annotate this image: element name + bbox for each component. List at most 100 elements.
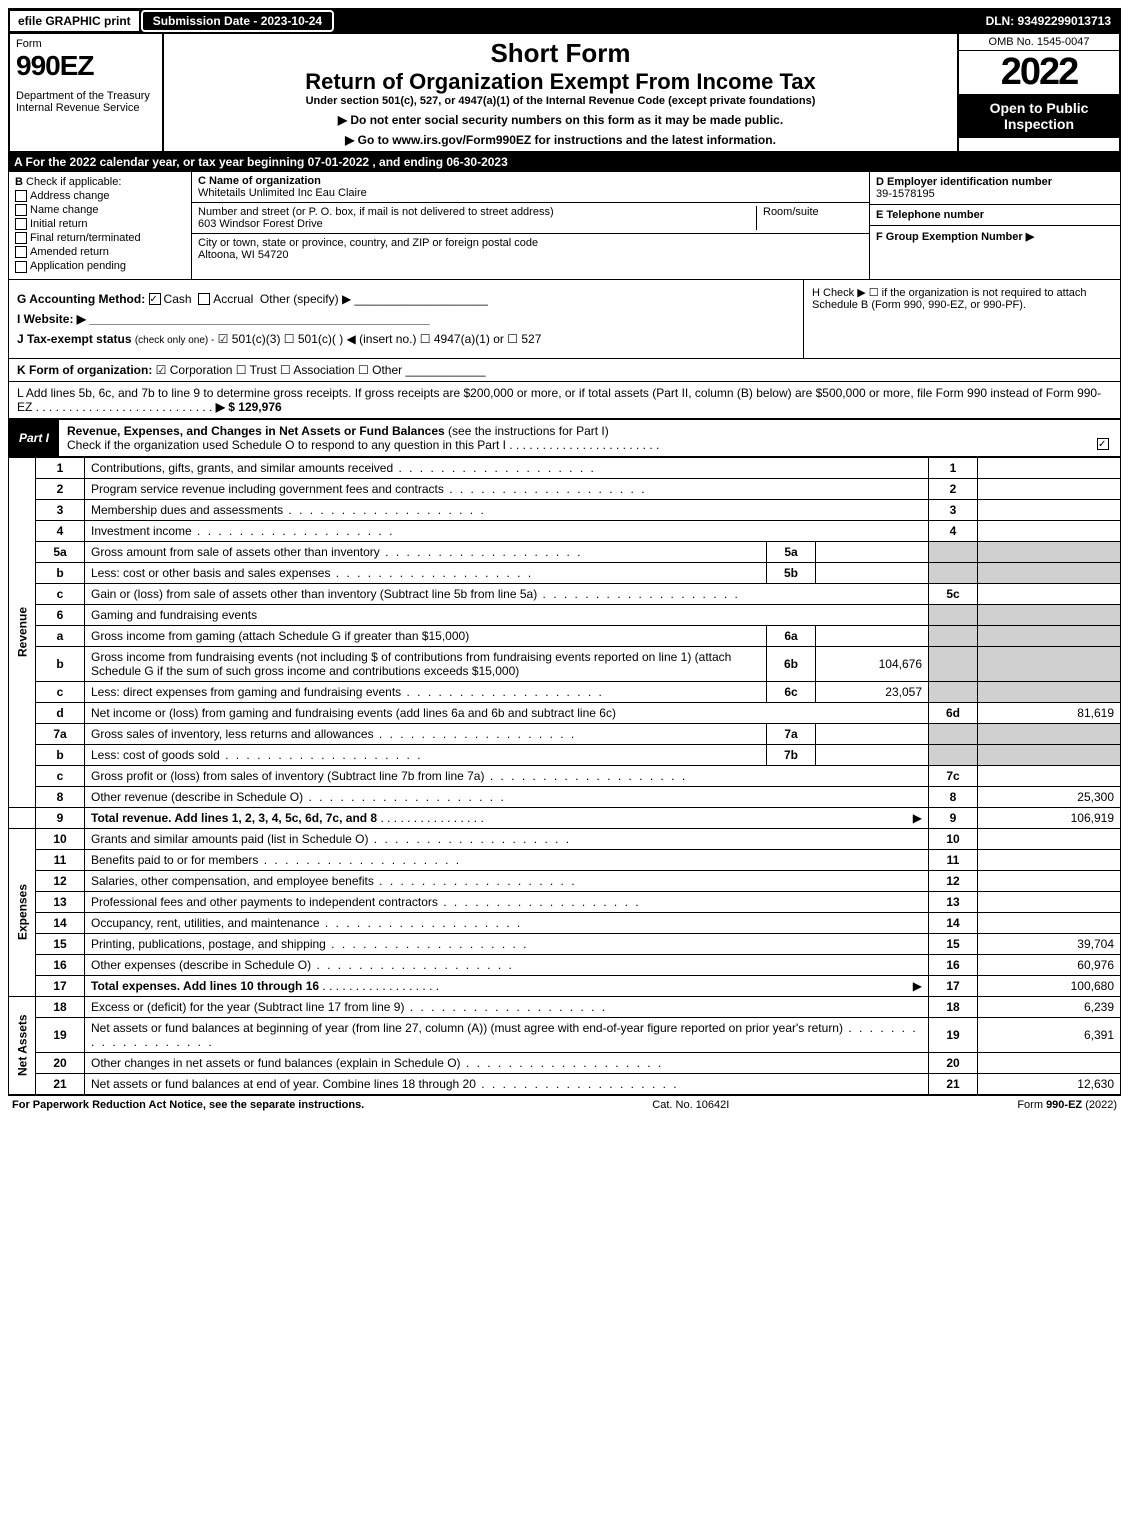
city-value: Altoona, WI 54720 <box>198 249 538 261</box>
table-row: Revenue 1 Contributions, gifts, grants, … <box>9 457 1121 478</box>
j-label: J Tax-exempt status <box>17 332 132 346</box>
irs-label: Internal Revenue Service <box>16 102 156 114</box>
chk-address-change[interactable]: Address change <box>15 190 185 202</box>
f-label: F Group Exemption Number ▶ <box>876 230 1114 243</box>
table-row: 6 Gaming and fundraising events <box>9 604 1121 625</box>
submission-date: Submission Date - 2023-10-24 <box>141 10 334 32</box>
col-def: D Employer identification number 39-1578… <box>869 172 1120 279</box>
table-row: 13 Professional fees and other payments … <box>9 891 1121 912</box>
table-row: Net Assets 18 Excess or (deficit) for th… <box>9 996 1121 1017</box>
line-text: Contributions, gifts, grants, and simila… <box>85 457 929 478</box>
h-text: H Check ▶ ☐ if the organization is not r… <box>812 287 1087 311</box>
footer-right: Form 990-EZ (2022) <box>1017 1099 1117 1111</box>
table-row: a Gross income from gaming (attach Sched… <box>9 625 1121 646</box>
footer-center: Cat. No. 10642I <box>652 1099 729 1111</box>
table-row: 9 Total revenue. Add lines 1, 2, 3, 4, 5… <box>9 807 1121 828</box>
table-row: b Gross income from fundraising events (… <box>9 646 1121 681</box>
footer-right-post: (2022) <box>1082 1099 1117 1111</box>
table-row: 7a Gross sales of inventory, less return… <box>9 723 1121 744</box>
table-row: 16 Other expenses (describe in Schedule … <box>9 954 1121 975</box>
block-bcdef: B Check if applicable: Address change Na… <box>8 171 1121 280</box>
tax-year: 2022 <box>959 51 1119 94</box>
chk-cash[interactable] <box>149 293 161 305</box>
open-public: Open to Public Inspection <box>959 94 1119 138</box>
org-name: Whitetails Unlimited Inc Eau Claire <box>198 187 863 199</box>
short-form-title: Short Form <box>174 38 947 69</box>
i-label: I Website: ▶ <box>17 312 86 326</box>
g-other: Other (specify) ▶ <box>260 292 351 306</box>
chk-application-pending[interactable]: Application pending <box>15 260 185 272</box>
chk-initial-return-label: Initial return <box>30 218 87 230</box>
street-value: 603 Windsor Forest Drive <box>198 218 756 230</box>
top-bar: efile GRAPHIC print Submission Date - 20… <box>8 8 1121 34</box>
netassets-section-label: Net Assets <box>9 996 36 1094</box>
l-text: L Add lines 5b, 6c, and 7b to line 9 to … <box>17 386 1101 414</box>
chk-name-change[interactable]: Name change <box>15 204 185 216</box>
table-row: 8 Other revenue (describe in Schedule O)… <box>9 786 1121 807</box>
table-row: 15 Printing, publications, postage, and … <box>9 933 1121 954</box>
table-row: 14 Occupancy, rent, utilities, and maint… <box>9 912 1121 933</box>
table-row: c Gross profit or (loss) from sales of i… <box>9 765 1121 786</box>
chk-amended-return[interactable]: Amended return <box>15 246 185 258</box>
table-row: d Net income or (loss) from gaming and f… <box>9 702 1121 723</box>
header-left: Form 990EZ Department of the Treasury In… <box>10 34 164 151</box>
part1-header: Part I Revenue, Expenses, and Changes in… <box>8 419 1121 457</box>
g-cash: Cash <box>164 292 192 306</box>
line-a: A For the 2022 calendar year, or tax yea… <box>8 153 1121 171</box>
chk-schedule-o[interactable] <box>1097 438 1109 450</box>
l6b-t1: Gross income from fundraising events (no… <box>91 650 378 664</box>
e-label: E Telephone number <box>876 209 1114 221</box>
table-row: 3 Membership dues and assessments 3 <box>9 499 1121 520</box>
table-row: b Less: cost or other basis and sales ex… <box>9 562 1121 583</box>
ein-value: 39-1578195 <box>876 188 1114 200</box>
table-row: 5a Gross amount from sale of assets othe… <box>9 541 1121 562</box>
chk-amended-return-label: Amended return <box>30 246 109 258</box>
revenue-section-label: Revenue <box>9 457 36 807</box>
form-header: Form 990EZ Department of the Treasury In… <box>8 34 1121 153</box>
table-row: 19 Net assets or fund balances at beginn… <box>9 1017 1121 1052</box>
l17-text: Total expenses. Add lines 10 through 16 <box>91 979 319 993</box>
table-row: c Less: direct expenses from gaming and … <box>9 681 1121 702</box>
ssn-warning: ▶ Do not enter social security numbers o… <box>174 113 947 127</box>
revenue-table: Revenue 1 Contributions, gifts, grants, … <box>8 457 1121 1095</box>
footer-left: For Paperwork Reduction Act Notice, see … <box>12 1099 364 1111</box>
footer: For Paperwork Reduction Act Notice, see … <box>8 1095 1121 1114</box>
street-label: Number and street (or P. O. box, if mail… <box>198 206 756 218</box>
line-num: 1 <box>36 457 85 478</box>
goto-link[interactable]: ▶ Go to www.irs.gov/Form990EZ for instru… <box>174 133 947 147</box>
c-name-label: C Name of organization <box>198 175 863 187</box>
j-sub: (check only one) - <box>135 335 214 346</box>
table-row: b Less: cost of goods sold 7b <box>9 744 1121 765</box>
footer-right-bold: 990-EZ <box>1046 1099 1082 1111</box>
efile-label: efile GRAPHIC print <box>10 11 139 31</box>
chk-accrual[interactable] <box>198 293 210 305</box>
line-g: G Accounting Method: Cash Accrual Other … <box>17 292 795 306</box>
table-row: 20 Other changes in net assets or fund b… <box>9 1052 1121 1073</box>
chk-name-change-label: Name change <box>30 204 99 216</box>
ghi-left: G Accounting Method: Cash Accrual Other … <box>9 280 803 358</box>
j-opts: ☑ 501(c)(3) ☐ 501(c)( ) ◀ (insert no.) ☐… <box>218 332 542 346</box>
l9-arrow: ▶ <box>913 811 922 825</box>
header-right: OMB No. 1545-0047 2022 Open to Public In… <box>957 34 1119 151</box>
line-rn: 1 <box>929 457 978 478</box>
table-row: 12 Salaries, other compensation, and emp… <box>9 870 1121 891</box>
l17-arrow: ▶ <box>913 979 922 993</box>
chk-final-return[interactable]: Final return/terminated <box>15 232 185 244</box>
form-number: 990EZ <box>16 50 156 82</box>
return-title: Return of Organization Exempt From Incom… <box>174 69 947 95</box>
b-check: Check if applicable: <box>26 176 121 188</box>
g-label: G Accounting Method: <box>17 292 145 306</box>
d-label: D Employer identification number <box>876 176 1114 188</box>
col-c: C Name of organization Whitetails Unlimi… <box>192 172 869 279</box>
g-accrual: Accrual <box>213 292 253 306</box>
part1-sub: Check if the organization used Schedule … <box>67 438 506 452</box>
table-row: 2 Program service revenue including gove… <box>9 478 1121 499</box>
chk-initial-return[interactable]: Initial return <box>15 218 185 230</box>
table-row: c Gain or (loss) from sale of assets oth… <box>9 583 1121 604</box>
part1-title: Revenue, Expenses, and Changes in Net As… <box>59 420 1120 456</box>
b-label: B <box>15 176 23 188</box>
line-j: J Tax-exempt status (check only one) - ☑… <box>17 332 795 346</box>
table-row: Expenses 10 Grants and similar amounts p… <box>9 828 1121 849</box>
block-ghij: G Accounting Method: Cash Accrual Other … <box>8 280 1121 359</box>
dln-label: DLN: 93492299013713 <box>978 11 1119 31</box>
